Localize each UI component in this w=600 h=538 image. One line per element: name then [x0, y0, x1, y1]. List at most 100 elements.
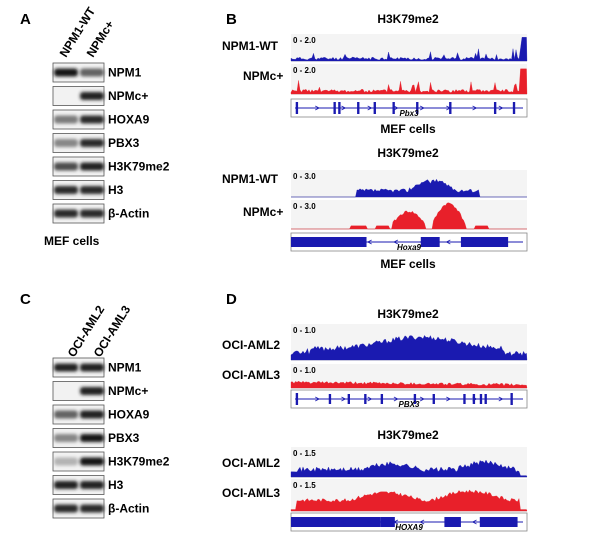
blot-band: [80, 410, 104, 419]
blot-band-label: NPM1: [108, 66, 142, 80]
track-scale: 0 - 2.0: [293, 36, 316, 45]
gene-model: Pbx3: [290, 98, 528, 118]
gene-strand-arrow: [419, 519, 425, 525]
panel-b-top-title: H3K79me2: [377, 12, 439, 26]
panel-d-bottom-track-label-2: OCI-AML3: [222, 486, 280, 500]
gene-strand-arrow: [367, 396, 373, 402]
gene-exon: [484, 394, 487, 404]
blot-band: [54, 457, 78, 466]
blot-row: HOXA9: [52, 404, 150, 425]
panel-b-bottom-caption: MEF cells: [380, 257, 436, 271]
track-scale: 0 - 2.0: [293, 66, 316, 75]
blot-band-label: H3K79me2: [108, 160, 170, 174]
gene-exon: [328, 394, 332, 404]
gene-strand-arrow: [419, 396, 425, 402]
blot-band: [54, 363, 78, 372]
track-d-top-oci-aml3: 0 - 1.0: [290, 364, 528, 389]
gene-exon: [364, 394, 367, 404]
blot-band: [80, 209, 104, 218]
gene-exon: [392, 102, 395, 114]
gene-strand-arrow: [315, 105, 321, 111]
gene-exon: [416, 102, 419, 114]
blot-row: PBX3: [52, 133, 140, 153]
gene-strand-arrow: [393, 519, 399, 525]
track-signal: [290, 380, 528, 389]
blot-band: [80, 68, 104, 77]
gene-strand-arrow: [367, 105, 373, 111]
gene-model: HOXA9: [290, 512, 528, 532]
gene-exon: [493, 102, 497, 114]
blot-band: [54, 186, 78, 194]
gene-strand-arrow: [314, 519, 320, 525]
blot-band-label: H3K79me2: [108, 455, 170, 469]
track-background: [291, 34, 527, 61]
gene-exon: [512, 102, 516, 114]
blot-row: β-Actin: [52, 498, 149, 519]
panel-d-bottom-tracks: 0 - 1.5 0 - 1.5 HOXA9: [290, 447, 528, 532]
blot-band: [54, 139, 78, 147]
gene-exon: [472, 394, 476, 404]
track-d-bottom-oci-aml2: 0 - 1.5: [290, 447, 528, 478]
track-signal: [290, 68, 528, 95]
blot-band-label: H3: [108, 478, 124, 492]
blot-band: [80, 162, 104, 171]
track-signal: [291, 178, 527, 198]
blot-band-label: PBX3: [108, 136, 140, 150]
panel-d-top-title: H3K79me2: [377, 307, 439, 321]
blot-row: PBX3: [52, 428, 140, 448]
gene-exon: [347, 394, 350, 404]
gene-strand-arrow: [472, 105, 478, 111]
gene-exon: [291, 237, 350, 247]
gene-exon: [295, 393, 299, 405]
panel-c-letter: C: [20, 291, 31, 308]
blot-band-label: β-Actin: [108, 502, 149, 516]
gene-strand-arrow: [471, 239, 477, 245]
panel-d-bottom-title: H3K79me2: [377, 428, 439, 442]
blot-band-label: H3: [108, 183, 124, 197]
gene-name: Hoxa9: [397, 243, 422, 252]
panel-b-top-track-label-2: NPMc+: [243, 69, 283, 83]
gene-strand-arrow: [315, 396, 321, 402]
gene-name: PBX3: [399, 400, 420, 409]
gene-strand-arrow: [497, 519, 503, 525]
blot-band: [80, 387, 104, 395]
track-scale: 0 - 1.5: [293, 481, 316, 490]
gene-strand-arrow: [446, 105, 452, 111]
blot-band: [54, 115, 78, 124]
panel-a-caption: MEF cells: [44, 234, 100, 248]
blot-row: β-Actin: [52, 203, 149, 224]
blot-band: [80, 504, 104, 513]
track-b-bottom-npmc: 0 - 3.0: [291, 200, 527, 230]
blot-band-label: HOXA9: [108, 408, 150, 422]
blot-row: NPMc+: [52, 381, 148, 401]
gene-model: PBX3: [290, 389, 528, 409]
blot-band-label: NPM1: [108, 361, 142, 375]
gene-strand-arrow: [366, 239, 372, 245]
gene-exon: [479, 394, 483, 404]
panel-b-top-track-label-1: NPM1-WT: [222, 39, 279, 53]
track-b-bottom-npm1-wt: 0 - 3.0: [291, 170, 527, 198]
blot-band: [80, 481, 104, 489]
track-d-bottom-oci-aml3: 0 - 1.5: [290, 479, 528, 512]
panel-b-bottom-title: H3K79me2: [377, 146, 439, 160]
blot-band: [80, 92, 104, 100]
gene-strand-arrow: [341, 105, 347, 111]
gene-exon: [291, 517, 381, 527]
panel-a-western-blot: NPM1 NPMc+ HOXA9 PBX3 H3K79me2 H3 β-Actin: [52, 62, 170, 224]
gene-strand-arrow: [497, 239, 503, 245]
gene-exon: [295, 102, 299, 114]
blot-row: NPM1: [52, 62, 142, 83]
gene-exon: [413, 394, 417, 404]
blot-band: [54, 434, 78, 442]
gene-model: Hoxa9: [290, 232, 528, 252]
gene-strand-arrow: [498, 105, 504, 111]
blot-row: NPMc+: [52, 86, 148, 106]
blot-band: [80, 434, 104, 442]
gene-exon: [357, 102, 360, 114]
blot-band: [80, 457, 104, 466]
gene-name: HOXA9: [395, 523, 423, 532]
blot-row: H3K79me2: [52, 156, 170, 177]
track-scale: 0 - 3.0: [293, 202, 316, 211]
gene-strand-arrow: [340, 239, 346, 245]
blot-band-label: β-Actin: [108, 207, 149, 221]
